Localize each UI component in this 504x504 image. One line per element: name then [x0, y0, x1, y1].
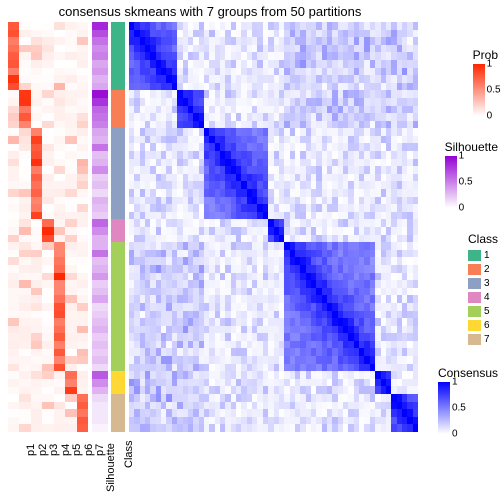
legend-prob: Prob10.50 — [473, 48, 498, 116]
class-label: Class — [123, 440, 135, 468]
consensus-matrix — [129, 22, 418, 432]
legend-class: Class 1234567 — [468, 232, 498, 346]
legend-title: Consensus — [438, 366, 498, 380]
legend-class-item: 1 — [468, 248, 498, 262]
col-label: p6 — [83, 444, 95, 456]
col-label: p1 — [25, 444, 37, 456]
legend-consensus: Consensus10.50 — [438, 366, 498, 434]
legend-title: Class — [468, 232, 498, 246]
legend-class-item: 4 — [468, 290, 498, 304]
silhouette-column — [92, 22, 108, 432]
col-label: p5 — [71, 444, 83, 456]
col-label: p4 — [60, 444, 72, 456]
figure: consensus skmeans with 7 groups from 50 … — [0, 0, 504, 504]
heatmap-panel — [8, 22, 418, 432]
class-column — [111, 22, 125, 432]
legend-class-item: 5 — [468, 304, 498, 318]
legend-class-item: 7 — [468, 332, 498, 346]
col-label: p3 — [48, 444, 60, 456]
legend-class-item: 3 — [468, 276, 498, 290]
prob-heatmap — [8, 22, 88, 432]
legend-class-item: 6 — [468, 318, 498, 332]
legend-title: Silhouette — [445, 140, 498, 154]
silhouette-label: Silhouette — [105, 443, 117, 492]
legend-class-item: 2 — [468, 262, 498, 276]
legend-silhouette: Silhouette10.50 — [445, 140, 498, 208]
legend-title: Prob — [473, 48, 498, 62]
page-title: consensus skmeans with 7 groups from 50 … — [0, 4, 420, 19]
